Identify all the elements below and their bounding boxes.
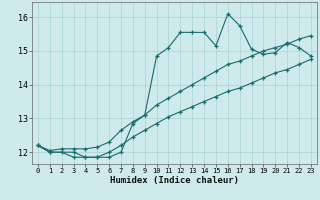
X-axis label: Humidex (Indice chaleur): Humidex (Indice chaleur) — [110, 176, 239, 185]
